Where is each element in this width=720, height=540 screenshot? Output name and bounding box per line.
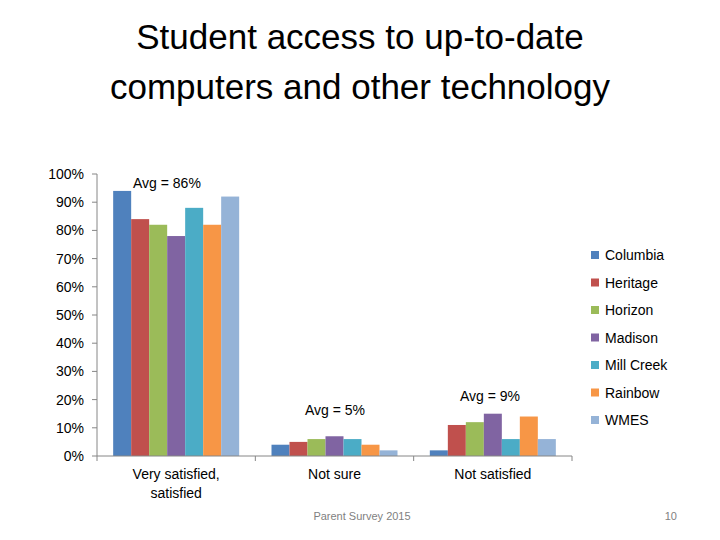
- bar: [272, 445, 290, 456]
- page-number: 10: [665, 510, 677, 522]
- x-tick: [413, 456, 414, 461]
- legend-label: Madison: [605, 330, 658, 346]
- bar: [149, 225, 167, 456]
- legend-swatch: [591, 389, 599, 397]
- legend-label: WMES: [605, 412, 649, 428]
- bar: [502, 439, 520, 456]
- y-tick: [92, 343, 97, 344]
- legend-swatch: [591, 361, 599, 369]
- title: Student access to up-to-date computers a…: [80, 12, 640, 112]
- stage: Student access to up-to-date computers a…: [0, 0, 720, 540]
- y-tick-label: 70%: [56, 251, 84, 267]
- x-tick: [97, 456, 98, 461]
- y-tick: [92, 371, 97, 372]
- annotation: Avg = 5%: [305, 402, 365, 418]
- category-label: Not sure: [270, 465, 400, 484]
- y-tick: [92, 202, 97, 203]
- legend-label: Mill Creek: [605, 357, 668, 373]
- bar: [538, 439, 556, 456]
- bars: [113, 191, 556, 456]
- bar: [344, 439, 362, 456]
- y-tick: [92, 258, 97, 259]
- y-tick: [92, 315, 97, 316]
- x-tick: [572, 456, 573, 461]
- bar: [221, 197, 239, 456]
- category-label: Very satisfied, satisfied: [111, 465, 241, 503]
- y-tick-label: 80%: [56, 222, 84, 238]
- legend-label: Columbia: [605, 247, 664, 263]
- legend-label: Horizon: [605, 302, 653, 318]
- x-axis: [97, 456, 572, 457]
- x-tick: [255, 456, 256, 461]
- bar: [380, 450, 398, 456]
- bar: [203, 225, 221, 456]
- y-tick: [92, 174, 97, 175]
- bar: [326, 436, 344, 456]
- legend-swatch: [591, 306, 599, 314]
- legend-swatch: [591, 279, 599, 287]
- y-tick-label: 60%: [56, 279, 84, 295]
- y-tick-label: 90%: [56, 194, 84, 210]
- y-tick-label: 10%: [56, 420, 84, 436]
- legend-swatch: [591, 251, 599, 259]
- bar: [113, 191, 131, 456]
- y-tick-label: 100%: [48, 166, 84, 182]
- y-tick: [92, 286, 97, 287]
- y-tick: [92, 399, 97, 400]
- bar: [167, 236, 185, 456]
- y-tick: [92, 427, 97, 428]
- y-tick: [92, 230, 97, 231]
- legend-label: Heritage: [605, 275, 658, 291]
- bar: [308, 439, 326, 456]
- chart: 0% 10% 20% 30% 40% 50% 60% 70% 80% 90% 100% Columbi…: [0, 0, 720, 540]
- y-tick-label: 0%: [64, 448, 84, 464]
- bar: [448, 425, 466, 456]
- y-tick-label: 20%: [56, 392, 84, 408]
- bar: [290, 442, 308, 456]
- bar: [520, 417, 538, 456]
- bar: [362, 445, 380, 456]
- y-tick-label: 50%: [56, 307, 84, 323]
- bar: [131, 219, 149, 456]
- source: Parent Survey 2015: [313, 510, 410, 522]
- annotation: Avg = 9%: [460, 388, 520, 404]
- y-tick: [92, 456, 97, 457]
- legend-swatch: [591, 416, 599, 424]
- bar: [484, 414, 502, 456]
- category-label: Not satisfied: [428, 465, 558, 484]
- y-tick-label: 40%: [56, 335, 84, 351]
- annotation: Avg = 86%: [133, 175, 201, 191]
- y-tick-label: 30%: [56, 363, 84, 379]
- legend-label: Rainbow: [605, 385, 660, 401]
- bar: [466, 422, 484, 456]
- bar: [430, 450, 448, 456]
- bar: [185, 208, 203, 456]
- legend-swatch: [591, 334, 599, 342]
